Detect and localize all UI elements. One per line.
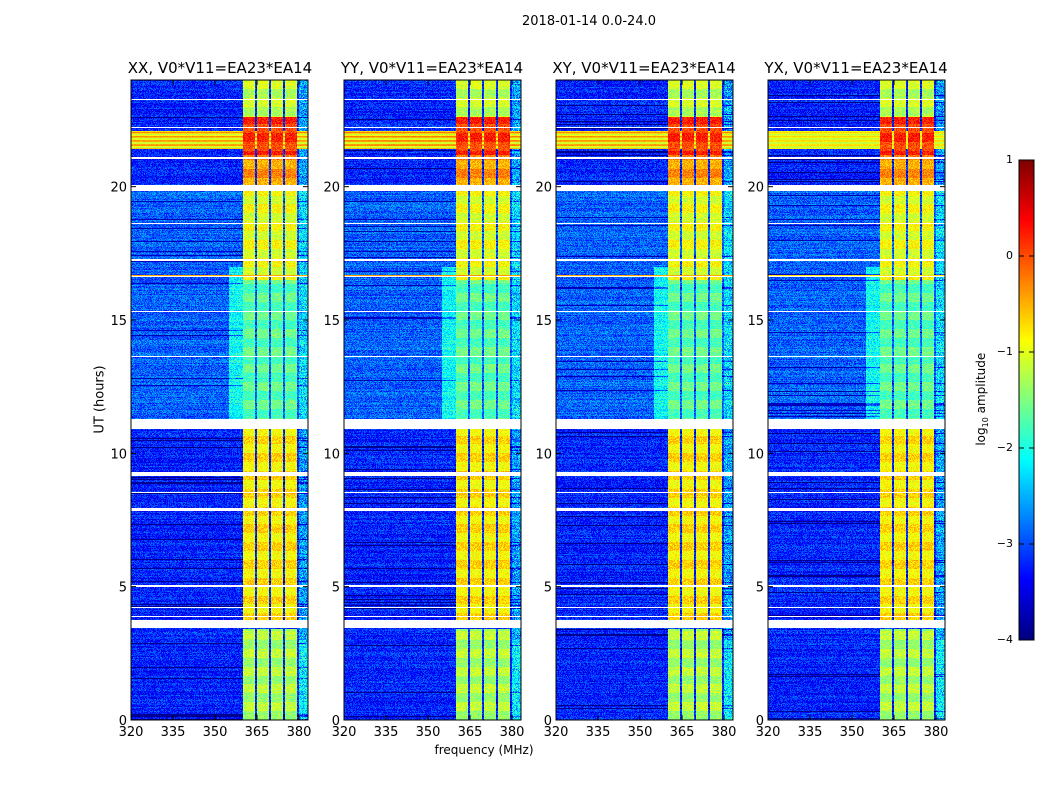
y-tick-label: 20 xyxy=(535,181,552,196)
colorbar-frame xyxy=(1018,159,1035,641)
colorbar-tick-label: −2 xyxy=(996,441,1013,454)
x-tick-label: 365 xyxy=(670,725,695,740)
y-tick-label: 20 xyxy=(747,181,764,196)
colorbar-tick-label: 0 xyxy=(1006,249,1013,262)
y-tick-label: 15 xyxy=(535,314,552,329)
y-tick-label: 10 xyxy=(110,447,127,462)
x-tick-label: 380 xyxy=(924,725,949,740)
x-tick-label: 320 xyxy=(756,725,781,740)
y-tick-label: 20 xyxy=(323,181,340,196)
panel-title-xx: XX, V0*V11=EA23*EA14 xyxy=(127,59,313,77)
panel-title-yy: YY, V0*V11=EA23*EA14 xyxy=(340,59,524,77)
x-tick-label: 365 xyxy=(458,725,483,740)
x-tick-label: 380 xyxy=(287,725,312,740)
x-axis-label: frequency (MHz) xyxy=(434,743,534,757)
x-tick-label: 335 xyxy=(798,725,823,740)
x-tick-label: 365 xyxy=(245,725,270,740)
y-tick-label: 15 xyxy=(323,314,340,329)
panel-title-yx: YX, V0*V11=EA23*EA14 xyxy=(764,59,948,77)
x-tick-label: 335 xyxy=(586,725,611,740)
x-tick-label: 320 xyxy=(332,725,357,740)
x-tick-label: 380 xyxy=(712,725,737,740)
colorbar-tick-label: 1 xyxy=(1006,153,1013,166)
panel-frame xyxy=(767,79,946,721)
y-tick-label: 0 xyxy=(544,714,552,729)
panel-frame xyxy=(343,79,522,721)
x-tick-label: 380 xyxy=(500,725,525,740)
y-tick-label: 0 xyxy=(756,714,764,729)
panel-frame xyxy=(555,79,734,721)
x-tick-label: 335 xyxy=(374,725,399,740)
y-tick-label: 5 xyxy=(544,581,552,596)
x-tick-label: 350 xyxy=(416,725,441,740)
heatmap-yx xyxy=(768,80,945,720)
colorbar-tick-label: −4 xyxy=(996,633,1013,646)
y-tick-label: 15 xyxy=(747,314,764,329)
x-tick-label: 350 xyxy=(628,725,653,740)
figure-title: 2018-01-14 0.0-24.0 xyxy=(522,14,656,29)
x-tick-label: 320 xyxy=(119,725,144,740)
y-tick-label: 15 xyxy=(110,314,127,329)
panel-title-xy: XY, V0*V11=EA23*EA14 xyxy=(552,59,736,77)
y-tick-label: 0 xyxy=(332,714,340,729)
heatmap-xx xyxy=(131,80,308,720)
colorbar-tick-label: −3 xyxy=(996,537,1013,550)
y-tick-label: 5 xyxy=(332,581,340,596)
y-tick-label: 5 xyxy=(756,581,764,596)
colorbar xyxy=(1019,160,1034,640)
x-tick-label: 335 xyxy=(161,725,186,740)
x-tick-label: 365 xyxy=(882,725,907,740)
x-tick-label: 320 xyxy=(544,725,569,740)
colorbar-tick-label: −1 xyxy=(996,345,1013,358)
x-tick-label: 350 xyxy=(203,725,228,740)
y-tick-label: 10 xyxy=(323,447,340,462)
x-tick-label: 350 xyxy=(840,725,865,740)
y-tick-label: 5 xyxy=(119,581,127,596)
heatmap-xy xyxy=(556,80,733,720)
colorbar-label-sub: 10 xyxy=(981,417,991,428)
y-tick-label: 10 xyxy=(535,447,552,462)
colorbar-label-rest: amplitude xyxy=(973,352,988,418)
panel-frame xyxy=(130,79,309,721)
y-tick-label: 10 xyxy=(747,447,764,462)
y-tick-label: 20 xyxy=(110,181,127,196)
y-tick-label: 0 xyxy=(119,714,127,729)
y-axis-label: UT (hours) xyxy=(92,365,108,434)
heatmap-yy xyxy=(344,80,521,720)
